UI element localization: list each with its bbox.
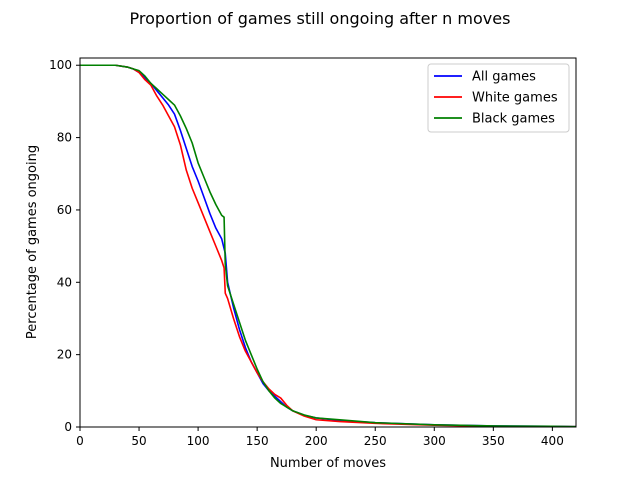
x-tick-label: 150 [246, 434, 269, 448]
legend-label-white-games: White games [472, 91, 558, 106]
y-tick-label: 80 [57, 131, 72, 145]
legend-label-black-games: Black games [472, 112, 555, 127]
y-tick-label: 0 [64, 420, 72, 434]
series-line-black-games [80, 64, 576, 427]
y-axis-label: Percentage of games ongoing [25, 145, 40, 339]
x-tick-label: 50 [131, 434, 146, 448]
x-tick-label: 350 [482, 434, 505, 448]
x-tick-label: 200 [305, 434, 328, 448]
x-tick-label: 100 [187, 434, 210, 448]
legend: All games White games Black games [427, 63, 570, 133]
y-tick-label: 20 [57, 348, 72, 362]
axes-frame [79, 57, 577, 428]
x-tick-label: 400 [541, 434, 564, 448]
y-tick-label: 60 [57, 203, 72, 217]
plot-area: 0 50 100 150 200 250 300 350 400 0 20 40 60 80 100 [49, 57, 577, 448]
y-tick-label: 40 [57, 275, 72, 289]
y-tick-label: 100 [49, 58, 72, 72]
chart-title: Proportion of games still ongoing after … [130, 9, 511, 28]
x-tick-label: 300 [423, 434, 446, 448]
x-tick-label: 0 [76, 434, 84, 448]
series-line-white-games [80, 64, 576, 427]
legend-box [427, 63, 570, 133]
legend-label-all-games: All games [472, 70, 536, 85]
x-axis-label: Number of moves [270, 456, 386, 471]
x-tick-label: 250 [364, 434, 387, 448]
